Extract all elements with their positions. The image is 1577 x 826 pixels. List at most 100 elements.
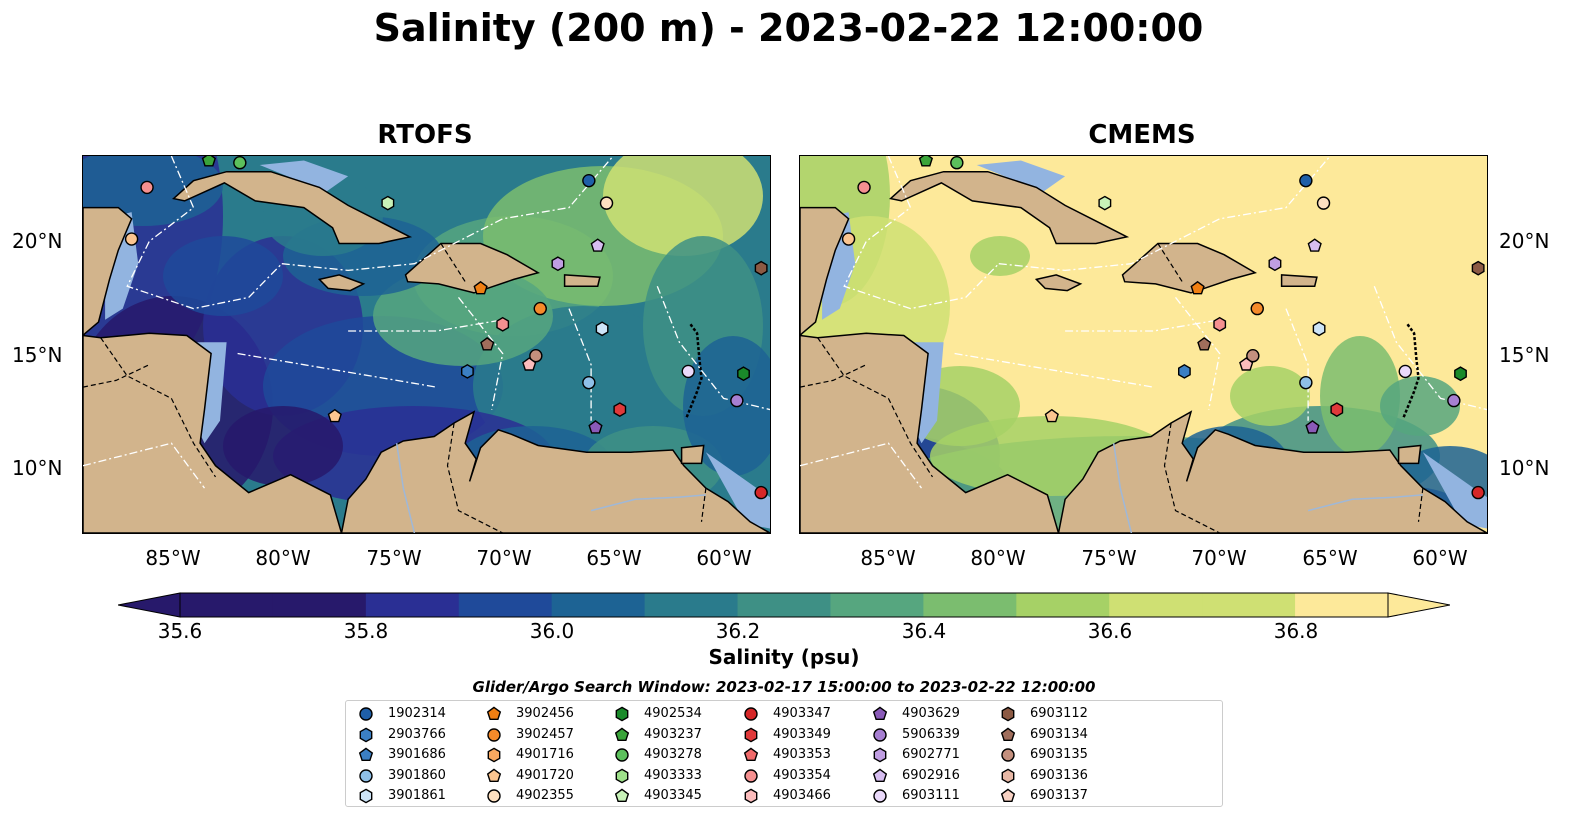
lat-label-15n-right: 15°N <box>1499 343 1550 367</box>
colorbar-label: Salinity (psu) <box>708 645 860 669</box>
legend-marker-icon <box>1000 727 1016 741</box>
legend-label: 4903354 <box>773 767 831 783</box>
float-marker <box>201 156 217 167</box>
panel-title-cmems: CMEMS <box>1088 120 1196 150</box>
float-marker <box>1190 280 1205 295</box>
legend-label: 6903137 <box>1030 788 1088 803</box>
eez-boundary <box>954 352 1154 388</box>
float-marker <box>1213 316 1227 332</box>
eez-boundary <box>1285 308 1309 421</box>
lon-label-60w-right: 60°W <box>1412 546 1468 570</box>
cmems-map-panel[interactable] <box>799 155 1488 534</box>
lon-label-75w-left: 75°W <box>366 546 422 570</box>
legend-marker-icon <box>1001 748 1015 762</box>
float-marker <box>529 349 543 363</box>
float-marker <box>841 232 856 246</box>
float-marker <box>582 375 596 390</box>
legend-marker-icon <box>486 768 502 782</box>
legend-marker-icon <box>744 768 758 783</box>
float-marker <box>590 238 605 252</box>
legend-marker-icon <box>359 768 373 783</box>
legend-label: 3901861 <box>388 788 446 803</box>
land-trinidad <box>680 444 705 465</box>
lon-label-60w-left: 60°W <box>696 546 752 570</box>
legend-label: 1902314 <box>388 706 446 721</box>
float-marker <box>473 280 488 295</box>
land-jamaica <box>1034 274 1083 292</box>
legend-label: 4903345 <box>644 788 702 803</box>
float-marker <box>480 337 495 351</box>
cbar-tick-36-8: 36.8 <box>1273 619 1319 643</box>
eez-boundary <box>998 156 1331 272</box>
salinity-patch <box>1230 366 1310 426</box>
land-lesserant <box>684 323 703 420</box>
country-border <box>700 488 707 522</box>
land-yucatan <box>800 206 850 337</box>
salinity-patch <box>970 236 1030 276</box>
legend-marker-icon <box>744 707 758 721</box>
float-marker <box>1454 366 1467 382</box>
legend-marker-icon <box>615 768 629 783</box>
land-cuba <box>171 170 413 245</box>
float-marker <box>1471 260 1485 276</box>
float-marker <box>754 485 768 500</box>
land-jamaica <box>317 274 366 292</box>
figure-title: Salinity (200 m) - 2023-02-22 12:00:00 <box>373 6 1204 50</box>
cbar-tick-36-2: 36.2 <box>715 619 761 643</box>
float-marker <box>1246 349 1260 363</box>
lat-label-10n-left: 10°N <box>12 456 63 480</box>
float-marker <box>588 420 603 434</box>
land-cuba <box>888 170 1130 245</box>
legend-marker-icon <box>358 747 374 762</box>
legend-marker-icon <box>359 707 373 721</box>
salinity-colorbar <box>118 592 1450 618</box>
lon-label-65w-left: 65°W <box>586 546 642 570</box>
legend-label: 6902916 <box>902 767 960 783</box>
rtofs-map-panel[interactable] <box>82 155 771 534</box>
eez-boundary <box>126 156 283 310</box>
river <box>1112 443 1133 533</box>
shelf-area <box>705 452 770 529</box>
cbar-tick-35-8: 35.8 <box>343 619 389 643</box>
float-marker <box>595 321 609 337</box>
float-marker <box>551 256 565 272</box>
legend-label: 4903278 <box>644 747 702 762</box>
legend-marker-icon <box>744 727 758 742</box>
country-border <box>817 337 934 478</box>
legend-marker-icon <box>1000 788 1016 803</box>
legend-marker-icon <box>872 706 888 721</box>
lon-label-65w-right: 65°W <box>1302 546 1358 570</box>
eez-boundary <box>1174 296 1221 410</box>
float-marker <box>681 364 695 379</box>
legend-label: 4903353 <box>773 747 831 762</box>
colorbar-under-arrow <box>118 592 181 618</box>
legend-marker-icon <box>487 789 501 803</box>
cbar-tick-36-4: 36.4 <box>901 619 947 643</box>
colorbar-bin <box>737 593 831 617</box>
legend-label: 4903466 <box>773 788 831 803</box>
legend-marker-icon <box>743 747 759 762</box>
river <box>590 494 706 512</box>
cbar-tick-36-0: 36.0 <box>529 619 575 643</box>
legend-marker-icon <box>486 706 502 721</box>
float-marker <box>140 180 154 195</box>
eez-boundary <box>457 296 504 410</box>
float-marker <box>1305 420 1320 434</box>
legend-label: 6903134 <box>1030 726 1088 742</box>
eez-boundary <box>568 308 592 421</box>
legend-label: 3902456 <box>516 706 574 721</box>
float-marker <box>613 402 627 418</box>
lon-label-85w-right: 85°W <box>860 546 916 570</box>
lon-label-70w-right: 70°W <box>1191 546 1247 570</box>
colorbar-bin <box>1016 593 1110 617</box>
float-marker <box>1178 363 1191 379</box>
legend-marker-icon <box>1001 706 1015 722</box>
legend-marker-icon <box>487 727 501 742</box>
legend-marker-icon <box>872 768 888 782</box>
legend-label: 6903112 <box>1030 706 1088 721</box>
colorbar-bin <box>365 593 460 617</box>
land-hispaniola <box>1121 242 1258 294</box>
map-canvas <box>83 156 770 533</box>
float-marker <box>1098 195 1112 211</box>
float-marker <box>950 156 964 170</box>
